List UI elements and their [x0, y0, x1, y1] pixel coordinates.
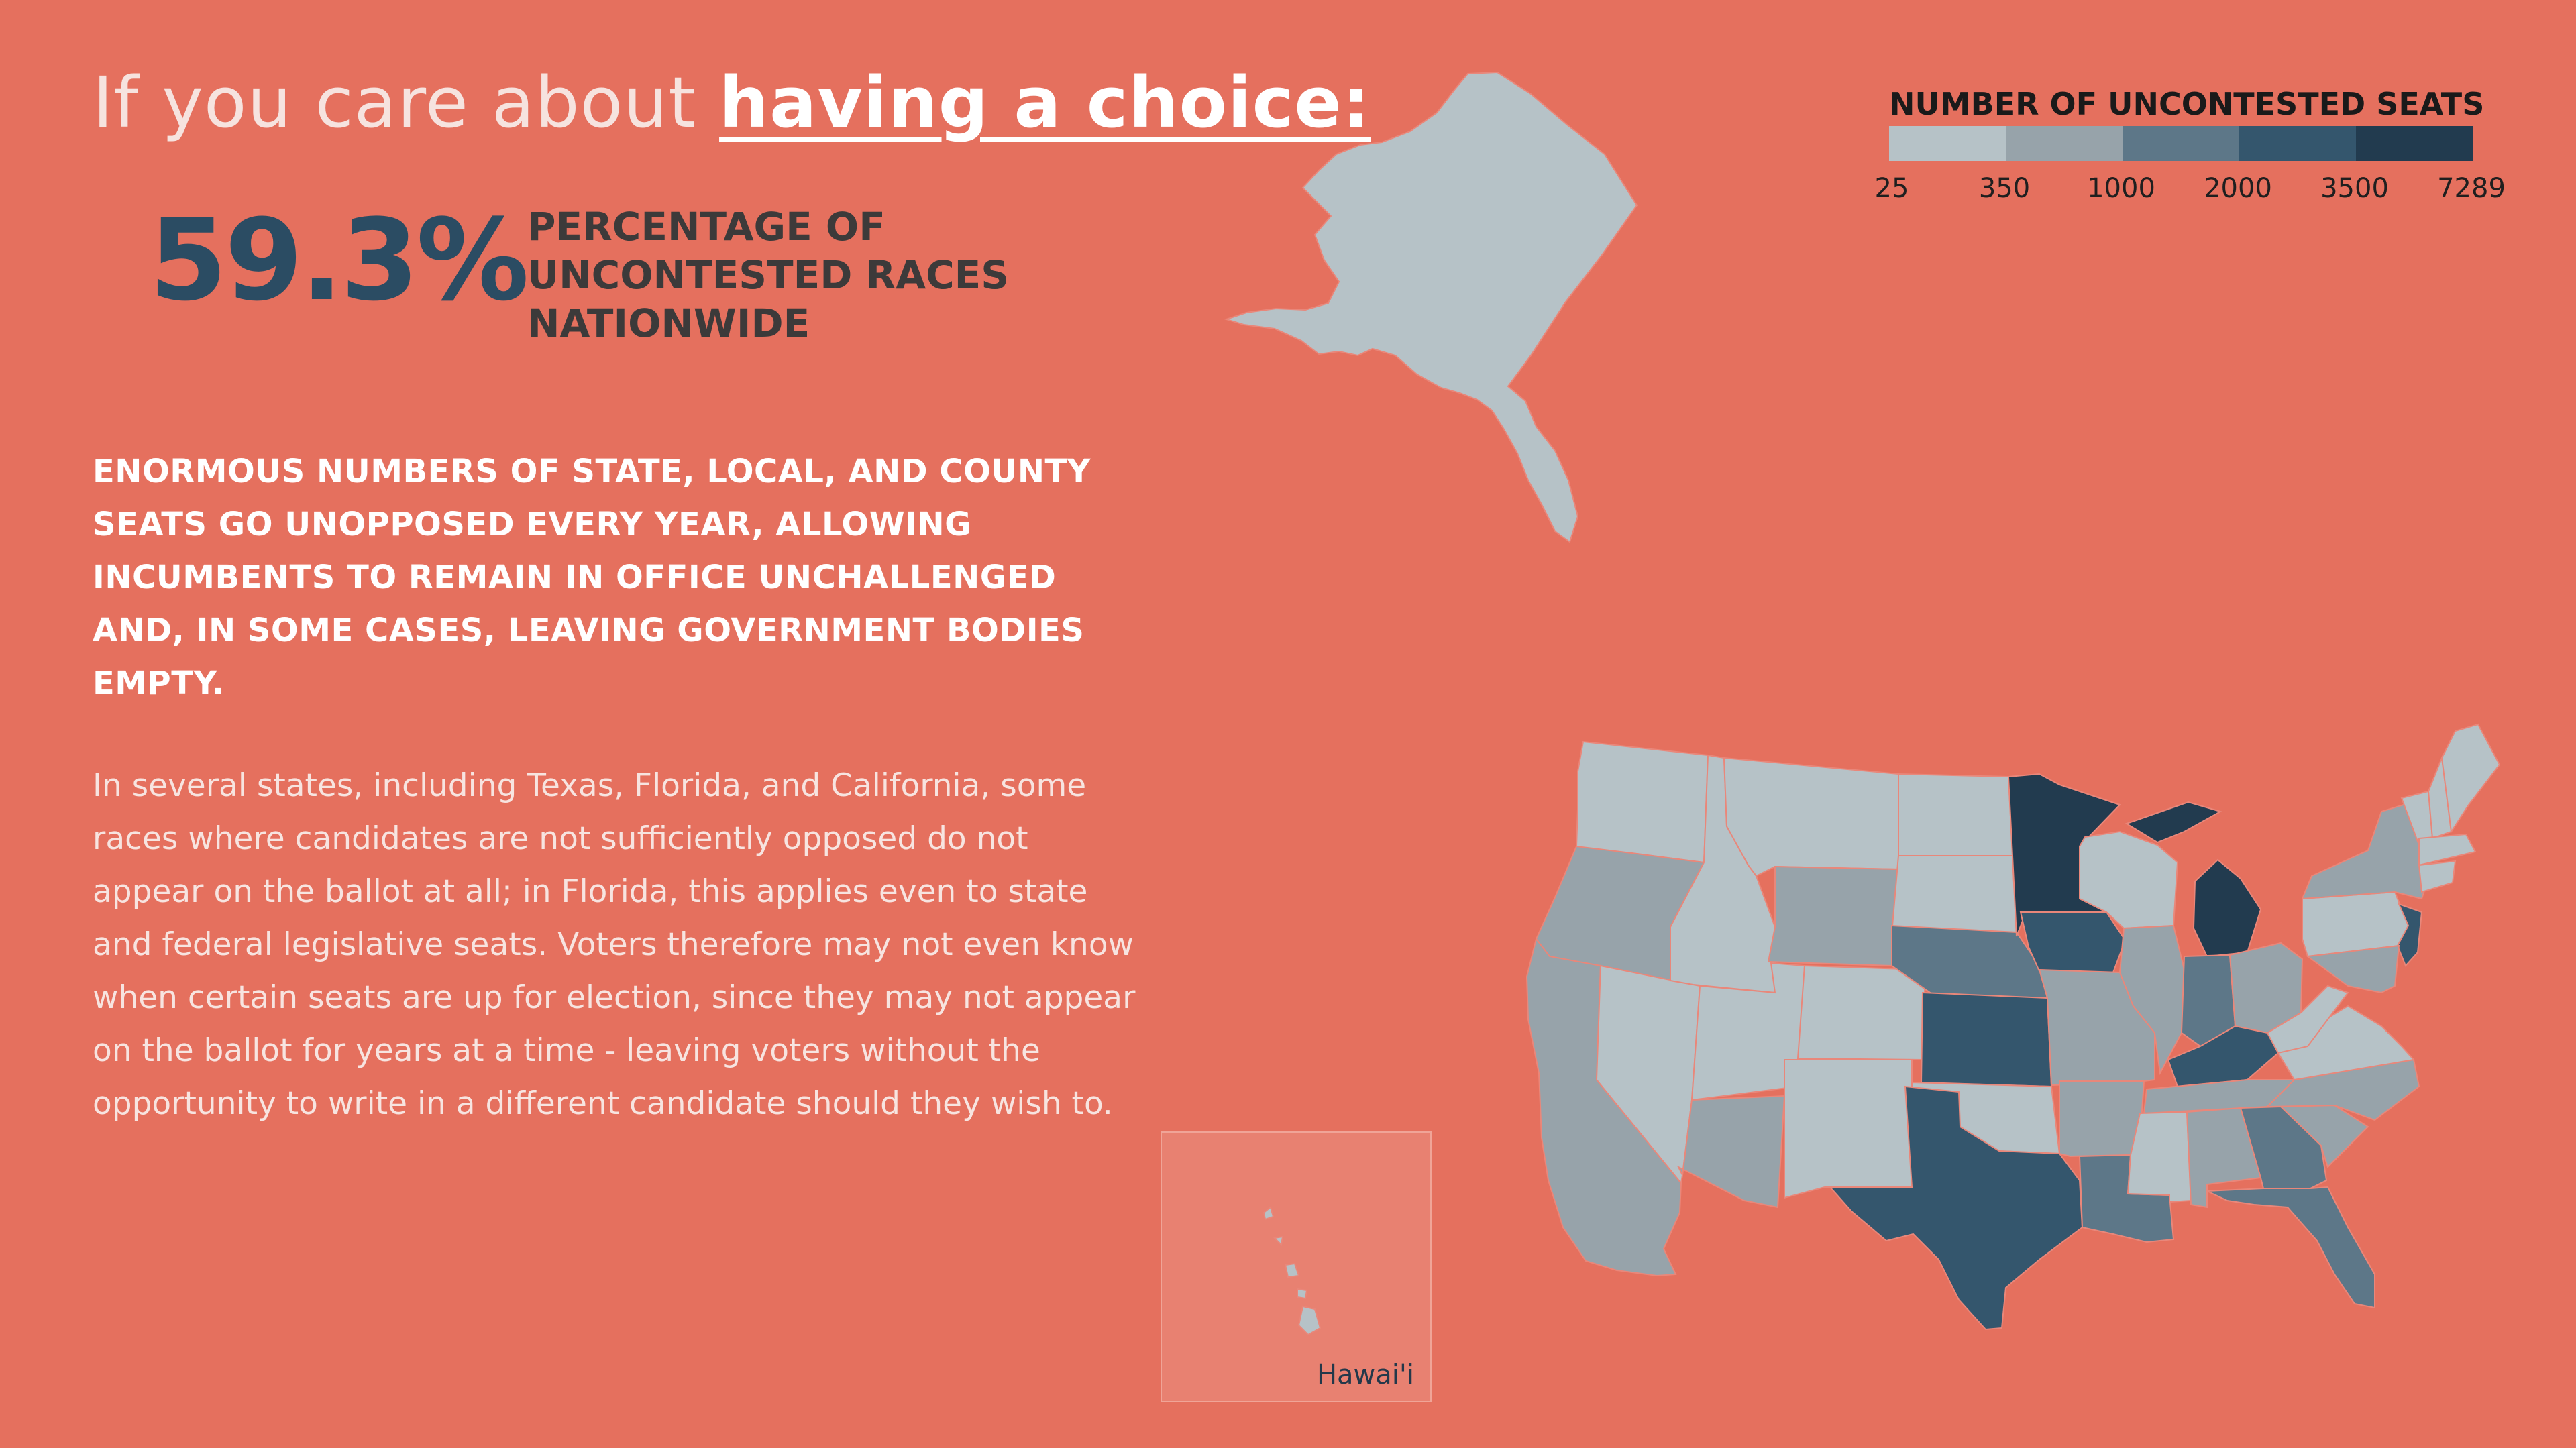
legend-tick: 2000 — [2204, 173, 2272, 204]
state-CT — [2418, 860, 2457, 893]
state-NJ — [2396, 903, 2423, 967]
state-MS — [2127, 1111, 2192, 1203]
headline-prefix: If you care about — [93, 62, 720, 144]
state-HI — [1263, 1206, 1322, 1336]
headline: If you care about having a choice: — [93, 62, 1371, 144]
state-MT — [1723, 757, 1899, 877]
lead-paragraph: ENORMOUS NUMBERS OF STATE, LOCAL, AND CO… — [93, 453, 1091, 702]
legend-swatch — [1889, 126, 2006, 161]
state-CO — [1796, 964, 1927, 1061]
legend-swatch — [2006, 126, 2123, 161]
state-ND — [1898, 773, 2014, 856]
legend-tick: 25 — [1874, 173, 1909, 204]
headline-emphasis: having a choice: — [719, 62, 1371, 144]
stat-value: 59.3% — [149, 194, 529, 326]
state-ME — [2440, 723, 2501, 834]
stat-label: PERCENTAGE OF UNCONTESTED RACES NATIONWI… — [527, 204, 1010, 346]
hawaii-label: Hawai'i — [1316, 1359, 1414, 1390]
state-AK — [1224, 71, 1638, 543]
state-AR — [2059, 1080, 2145, 1158]
legend-tick: 7289 — [2437, 173, 2506, 204]
body-paragraph: In several states, including Texas, Flor… — [93, 767, 1136, 1122]
state-MI-upper — [2125, 801, 2222, 844]
state-MD — [2306, 944, 2400, 994]
state-TX — [1828, 1085, 2084, 1331]
state-NM — [1784, 1059, 1913, 1199]
legend-tick: 3500 — [2320, 173, 2389, 204]
state-IA — [2019, 911, 2127, 974]
legend-tick: 1000 — [2087, 173, 2155, 204]
legend-title: NUMBER OF UNCONTESTED SEATS — [1889, 86, 2485, 122]
state-KS — [1920, 991, 2053, 1088]
state-WA — [1575, 740, 1709, 864]
state-WY — [1767, 865, 1900, 967]
legend-bar — [1889, 126, 2473, 161]
state-SD — [1890, 855, 2018, 938]
legend-tick: 350 — [1978, 173, 2031, 204]
legend-swatch — [2123, 126, 2239, 161]
state-WV — [2266, 985, 2349, 1054]
state-MI — [2192, 858, 2262, 958]
state-MA — [2418, 833, 2477, 867]
legend-swatch — [2239, 126, 2356, 161]
state-FL — [2206, 1186, 2375, 1309]
legend-swatch — [2356, 126, 2473, 161]
state-IL — [2118, 924, 2186, 1076]
state-AZ — [1676, 1095, 1786, 1209]
